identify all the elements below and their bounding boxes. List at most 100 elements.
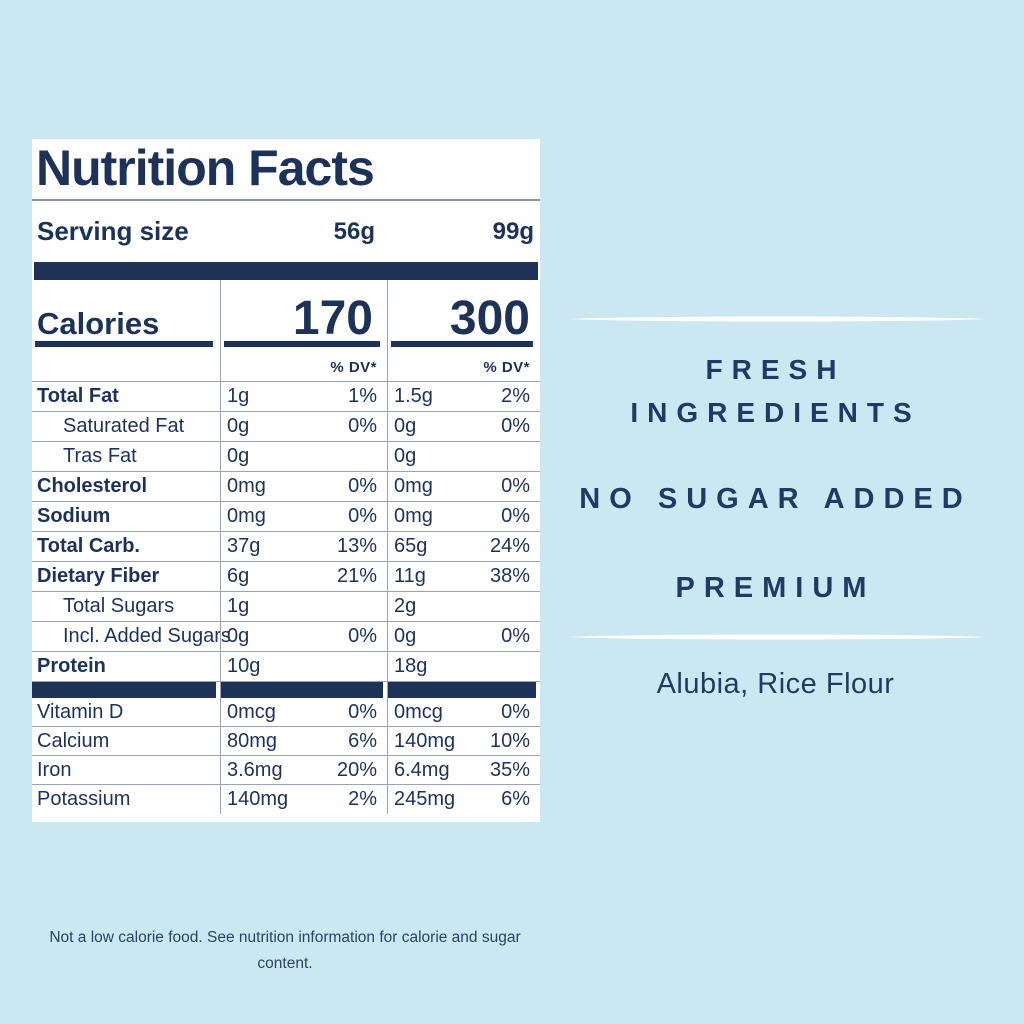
nutrient-row: Protein 10g 18g: [32, 652, 540, 682]
nutrient-rows: Total Fat 1g 1% 1.5g 2% Saturated Fat 0g…: [32, 382, 540, 682]
nutrient-dv-56g: 0%: [348, 475, 377, 497]
nutrient-dv-56g: 2%: [348, 788, 377, 810]
nutrient-dv-56g: 0%: [348, 700, 377, 723]
nutrient-amount-56g: 0mg: [227, 505, 266, 527]
nutrient-dv-99g: 0%: [501, 415, 530, 437]
nutrient-row: Total Carb. 37g 13% 65g 24%: [32, 532, 540, 562]
nutrient-dv-56g: 0%: [348, 505, 377, 527]
separator-bar: [388, 682, 536, 698]
nutrient-amount-56g: 37g: [227, 535, 261, 557]
serving-size-value-99g: 99g: [492, 217, 534, 245]
nutrient-amount-99g: 18g: [394, 655, 428, 677]
nutrient-amount-99g: 0g: [394, 625, 417, 647]
nutrient-amount-56g: 80mg: [227, 729, 278, 752]
nutrient-dv-99g: 0%: [501, 700, 530, 723]
nutrient-dv-99g: 0%: [501, 505, 530, 527]
serving-size-value-56g: 56g: [333, 217, 375, 245]
nutrient-name: Dietary Fiber: [37, 565, 160, 587]
nutrient-name: Protein: [37, 655, 106, 677]
dv-header-56g: % DV*: [220, 349, 387, 382]
separator-bar: [221, 682, 383, 698]
calories-underline-row: [32, 341, 540, 349]
nutrient-amount-56g: 140mg: [227, 788, 289, 810]
nutrient-dv-99g: 2%: [501, 385, 530, 407]
nutrient-row: Sodium 0mg 0% 0mg 0%: [32, 502, 540, 532]
nutrient-name: Tras Fat: [63, 445, 137, 467]
nutrient-dv-56g: 20%: [336, 758, 377, 781]
nutrient-row: Incl. Added Sugars 0g 0% 0g 0%: [32, 622, 540, 652]
nutrient-amount-56g: 1g: [227, 385, 250, 407]
nutrient-name: Cholesterol: [37, 475, 148, 497]
vitamin-row: Potassium 140mg 2% 245mg 6%: [32, 785, 540, 814]
footer-note: Not a low calorie food. See nutrition in…: [49, 929, 521, 973]
calories-row: Calories 170 300: [32, 280, 540, 345]
nutrient-dv-56g: 21%: [336, 565, 377, 587]
calories-value-99g: 300: [449, 291, 530, 345]
nutrient-name: Sodium: [37, 505, 111, 527]
nutrient-name: Potassium: [37, 788, 131, 810]
vitamin-row: Vitamin D 0mcg 0% 0mcg 0%: [32, 698, 540, 727]
nutrient-name: Vitamin D: [37, 700, 124, 723]
nutrient-amount-99g: 65g: [394, 535, 428, 557]
calories-underline: [35, 341, 213, 347]
nutrient-amount-56g: 0mg: [227, 475, 266, 497]
nutrient-amount-99g: 0mg: [394, 475, 433, 497]
nutrient-name: Total Fat: [37, 385, 119, 407]
brush-stroke-bottom: [568, 634, 988, 640]
nutrient-amount-56g: 1g: [227, 595, 250, 617]
calories-value-56g: 170: [292, 291, 373, 345]
claim-fresh-ingredients: FRESH INGREDIENTS: [630, 354, 921, 429]
nutrient-amount-99g: 245mg: [394, 788, 456, 810]
nutrient-dv-99g: 0%: [501, 625, 530, 647]
nutrient-amount-99g: 140mg: [394, 729, 456, 752]
nutrient-amount-99g: 6.4mg: [394, 758, 450, 781]
nutrient-amount-56g: 3.6mg: [227, 758, 283, 781]
nutrient-name: Saturated Fat: [63, 415, 185, 437]
nutrient-dv-56g: 0%: [348, 625, 377, 647]
nutrient-dv-99g: 24%: [489, 535, 530, 557]
nutrient-amount-99g: 1.5g: [394, 385, 433, 407]
nutrient-dv-56g: 1%: [348, 385, 377, 407]
nutrient-amount-56g: 0g: [227, 415, 250, 437]
nutrient-row: Saturated Fat 0g 0% 0g 0%: [32, 412, 540, 442]
vitamin-row: Calcium 80mg 6% 140mg 10%: [32, 727, 540, 756]
nutrient-dv-56g: 6%: [348, 729, 377, 752]
claim-no-sugar-added: NO SUGAR ADDED: [579, 483, 972, 515]
nutrient-dv-99g: 10%: [489, 729, 530, 752]
nutrient-name: Total Sugars: [63, 595, 175, 617]
calories-label: Calories: [37, 306, 160, 341]
claim-premium: PREMIUM: [675, 572, 876, 604]
nutrient-amount-56g: 0mcg: [227, 700, 276, 723]
nutrient-row: Dietary Fiber 6g 21% 11g 38%: [32, 562, 540, 592]
nutrient-name: Calcium: [37, 729, 110, 752]
nutrient-amount-99g: 2g: [394, 595, 417, 617]
nutrient-amount-56g: 10g: [227, 655, 261, 677]
vitamin-row: Iron 3.6mg 20% 6.4mg 35%: [32, 756, 540, 785]
nutrient-row: Total Fat 1g 1% 1.5g 2%: [32, 382, 540, 412]
separator-bar-row: [32, 682, 540, 698]
calories-underline: [224, 341, 380, 347]
nutrient-row: Tras Fat 0g 0g: [32, 442, 540, 472]
nutrient-row: Total Sugars 1g 2g: [32, 592, 540, 622]
nutrient-amount-99g: 0mg: [394, 505, 433, 527]
nutrient-dv-99g: 35%: [489, 758, 530, 781]
vitamin-rows: Vitamin D 0mcg 0% 0mcg 0% Calcium 80mg 6…: [32, 698, 540, 814]
separator-bar: [32, 682, 216, 698]
nutrient-row: Cholesterol 0mg 0% 0mg 0%: [32, 472, 540, 502]
nutrition-facts-title: Nutrition Facts: [32, 139, 540, 201]
calories-underline: [391, 341, 533, 347]
serving-size-label: Serving size: [37, 216, 189, 246]
daily-value-header-row: % DV* % DV*: [32, 349, 540, 382]
nutrient-amount-99g: 0g: [394, 445, 417, 467]
nutrient-amount-99g: 11g: [394, 565, 426, 587]
ingredients-text: Alubia, Rice Flour: [656, 668, 895, 700]
nutrient-amount-56g: 0g: [227, 625, 250, 647]
separator-bar-top: [34, 262, 538, 280]
nutrient-amount-56g: 0g: [227, 445, 250, 467]
nutrient-amount-99g: 0g: [394, 415, 417, 437]
nutrient-dv-99g: 38%: [489, 565, 530, 587]
nutrient-dv-56g: 13%: [336, 535, 377, 557]
serving-size-row: Serving size 56g 99g: [32, 201, 540, 262]
brush-stroke-top: [568, 316, 988, 322]
